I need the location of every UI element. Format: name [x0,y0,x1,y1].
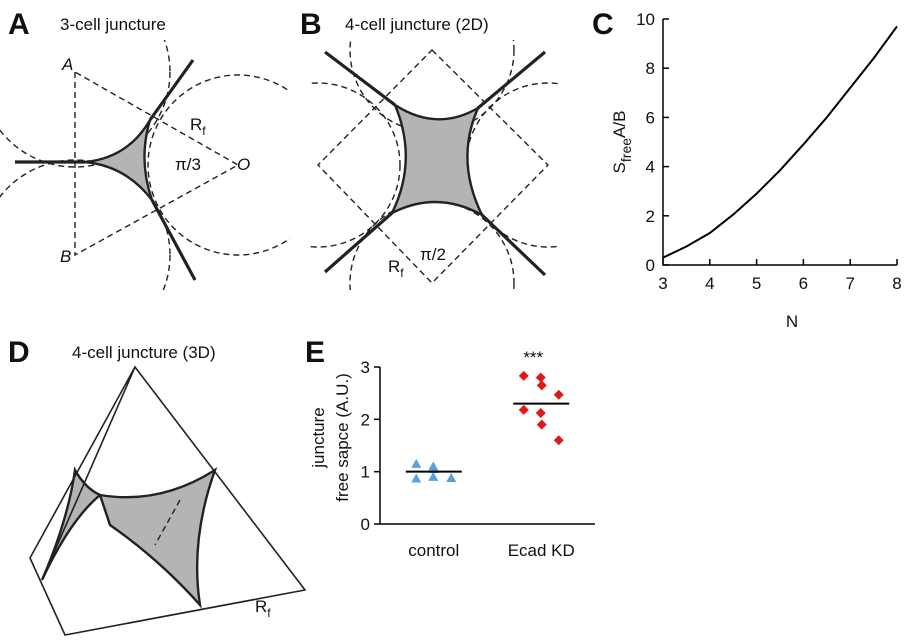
data-point [446,472,457,482]
data-point [553,435,564,446]
panel-letter: B [300,8,322,41]
data-line [662,25,898,259]
angle-label: π/2 [420,245,446,264]
data-point [428,471,439,481]
panel-a: A 3-cell juncture A B O Rf π/3 [0,8,290,290]
annotation: *** [523,348,543,367]
y-tick-label: 6 [646,108,655,127]
axis [379,367,595,525]
vertex-label: A [61,55,73,74]
free-space [389,101,485,218]
y-tick-label: 3 [361,358,370,377]
data-point [518,370,529,381]
data-point [535,408,546,419]
data-point [536,380,547,391]
x-tick-label: Ecad KD [508,541,575,560]
radius-label: Rf [388,257,404,280]
x-tick-label: 5 [752,274,761,293]
data-point [535,372,546,383]
panel-d: D 4-cell juncture (3D) Rf [8,336,307,636]
free-space [98,467,218,609]
panel-letter: D [8,336,30,369]
radius-label: Rf [190,115,206,138]
radius-label: Rf [255,597,271,620]
data-point [411,473,422,483]
x-tick-label: control [408,541,459,560]
data-point [518,404,529,415]
tetrahedron [29,365,307,636]
x-tick-label: 6 [799,274,808,293]
panel-title: 4-cell juncture (3D) [72,343,216,362]
x-tick-label: 4 [705,274,714,293]
data-point [553,389,564,400]
diagram-a [0,40,290,290]
panel-letter: E [305,336,325,369]
x-tick-label: 7 [845,274,854,293]
cell-boundary [323,50,547,277]
panel-letter: A [8,8,30,41]
y-axis-label: juncture [309,407,328,468]
y-tick-label: 1 [361,463,370,482]
x-tick-label: 8 [892,274,901,293]
y-tick-label: 0 [646,256,655,275]
hidden-edge [154,499,181,546]
y-axis-label: SfreeA/B [610,111,634,174]
y-tick-label: 10 [636,10,655,29]
panel-title: 4-cell juncture (2D) [345,15,489,34]
vertex-label: O [237,155,250,174]
y-tick-label: 0 [361,515,370,534]
cell-boundary [15,59,197,281]
y-tick-label: 2 [646,207,655,226]
y-label-part: S [610,162,629,173]
panel-b: B 4-cell juncture (2D) Rf π/2 [300,8,560,290]
y-tick-label: 4 [646,158,655,177]
data-point [411,458,422,468]
free-space [84,119,154,201]
free-space [40,466,103,581]
axis [662,19,897,266]
angle-label: π/3 [175,155,201,174]
y-axis-label: free sapce (A.U.) [333,373,352,502]
y-label-part: free [618,138,634,162]
y-label-part: A/B [610,111,629,138]
panel-title: 3-cell juncture [60,15,166,34]
panel-letter: C [592,8,614,41]
x-tick-label: 3 [658,274,667,293]
x-axis-label: N [786,312,798,331]
y-tick-label: 2 [361,410,370,429]
vertex-label: B [60,247,71,266]
data-point [536,419,547,430]
y-tick-label: 8 [646,59,655,78]
